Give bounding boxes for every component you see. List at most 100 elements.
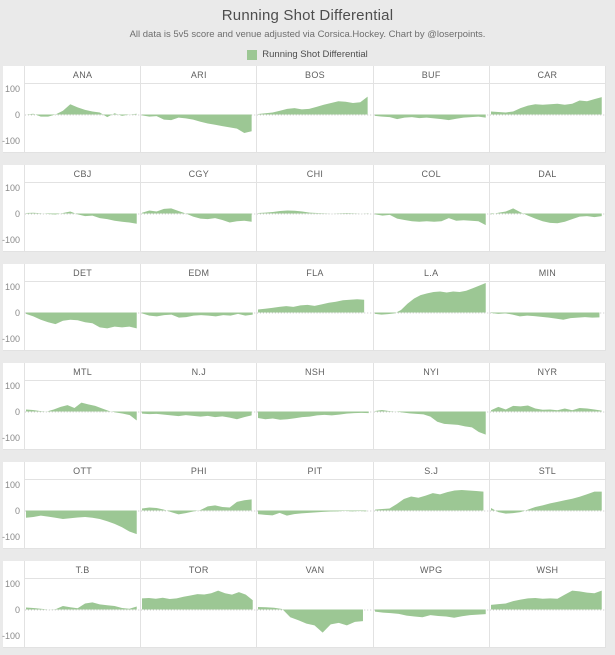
y-axis-tick: -100 (1, 135, 20, 146)
area-chart[interactable] (257, 282, 373, 350)
area-chart[interactable] (141, 381, 257, 449)
area-chart[interactable] (141, 579, 257, 647)
area-chart[interactable] (257, 183, 373, 251)
y-axis-tick: 100 (4, 281, 20, 292)
y-axis: 100 0 -100 (2, 561, 24, 647)
area-mark (25, 312, 137, 329)
area-chart[interactable] (141, 282, 257, 350)
y-axis-tick: 100 (4, 578, 20, 589)
team-panel-col: COL (372, 165, 489, 251)
area-chart[interactable] (489, 282, 606, 350)
team-label: DAL (489, 165, 606, 183)
area-chart[interactable] (489, 480, 606, 548)
panel-row: 100 0 -100 CBJ CGY CHI COL DAL (1, 165, 607, 252)
y-axis-tick: 100 (4, 182, 20, 193)
y-axis: 100 0 -100 (1, 165, 24, 251)
area-mark (490, 590, 602, 610)
team-panel-cbj: CBJ (24, 165, 141, 251)
team-panel-ari: ARI (140, 66, 257, 152)
team-panel-nyr: NYR (488, 363, 607, 449)
team-panel-dal: DAL (488, 165, 607, 251)
area-chart[interactable] (373, 381, 489, 449)
panel-row: 100 0 -100 T.B TOR VAN WPG WSH (2, 561, 607, 648)
y-axis-tick: 100 (4, 83, 20, 94)
area-mark (374, 409, 486, 435)
team-label: L.A (373, 264, 489, 282)
area-chart[interactable] (373, 183, 489, 251)
team-panel-det: DET (24, 264, 141, 350)
area-mark (490, 97, 602, 115)
area-chart[interactable] (25, 480, 141, 548)
y-axis-tick: 100 (4, 479, 20, 490)
area-mark (142, 312, 253, 318)
team-label: VAN (257, 561, 373, 579)
area-chart[interactable] (373, 480, 489, 548)
area-chart[interactable] (141, 480, 257, 548)
panel-row: 100 0 -100 OTT PHI PIT S.J STL (1, 462, 607, 549)
area-chart[interactable] (25, 183, 141, 251)
team-label: STL (489, 462, 606, 480)
team-panel-min: MIN (488, 264, 607, 350)
area-chart[interactable] (25, 282, 141, 350)
team-panel-car: CAR (488, 66, 607, 152)
team-panel-mtl: MTL (24, 363, 141, 449)
team-label: N.J (141, 363, 257, 381)
area-chart[interactable] (257, 381, 373, 449)
area-mark (374, 490, 484, 511)
y-axis: 100 0 -100 (2, 363, 24, 449)
y-axis-tick: 0 (14, 307, 20, 318)
team-label: CGY (141, 165, 257, 183)
area-chart[interactable] (489, 84, 606, 152)
area-chart[interactable] (141, 84, 257, 152)
area-mark (490, 208, 602, 224)
y-axis-tick: 100 (4, 380, 20, 391)
team-label: PHI (141, 462, 257, 480)
area-mark (142, 114, 252, 133)
y-axis-tick: 0 (14, 109, 20, 120)
area-mark (374, 213, 486, 226)
y-axis-tick: 0 (14, 406, 20, 417)
legend[interactable]: Running Shot Differential (0, 49, 615, 60)
area-chart[interactable] (257, 84, 373, 152)
area-mark (142, 208, 252, 223)
team-panel-sj: S.J (372, 462, 489, 548)
team-label: WSH (489, 561, 606, 579)
team-panel-cgy: CGY (140, 165, 257, 251)
team-label: WPG (373, 561, 489, 579)
team-label: COL (373, 165, 489, 183)
area-mark (142, 499, 252, 515)
area-mark (258, 510, 367, 516)
team-label: CAR (489, 66, 606, 84)
area-chart[interactable] (25, 579, 141, 647)
team-panel-phi: PHI (140, 462, 257, 548)
area-chart[interactable] (25, 84, 141, 152)
team-label: MIN (489, 264, 606, 282)
area-chart[interactable] (257, 579, 373, 647)
team-label: NSH (257, 363, 373, 381)
area-chart[interactable] (25, 381, 141, 449)
team-label: FLA (257, 264, 373, 282)
legend-label: Running Shot Differential (262, 49, 368, 60)
panel-row: 100 0 -100 DET EDM FLA L.A MIN (2, 264, 607, 351)
area-chart[interactable] (373, 84, 489, 152)
team-label: CBJ (25, 165, 141, 183)
team-panel-stl: STL (488, 462, 607, 548)
team-panel-tor: TOR (140, 561, 257, 647)
team-label: ANA (25, 66, 141, 84)
y-axis-tick: -100 (1, 531, 20, 542)
area-chart[interactable] (141, 183, 257, 251)
area-mark (374, 282, 486, 315)
y-axis-tick: -100 (1, 234, 20, 245)
y-axis-tick: 0 (14, 208, 20, 219)
area-chart[interactable] (489, 381, 606, 449)
area-chart[interactable] (373, 282, 489, 350)
area-chart[interactable] (373, 579, 489, 647)
team-label: T.B (25, 561, 141, 579)
area-chart[interactable] (489, 183, 606, 251)
legend-swatch-icon (247, 49, 258, 60)
team-label: EDM (141, 264, 257, 282)
area-chart[interactable] (257, 480, 373, 548)
team-panel-ott: OTT (24, 462, 141, 548)
team-panel-pit: PIT (256, 462, 373, 548)
area-chart[interactable] (489, 579, 606, 647)
